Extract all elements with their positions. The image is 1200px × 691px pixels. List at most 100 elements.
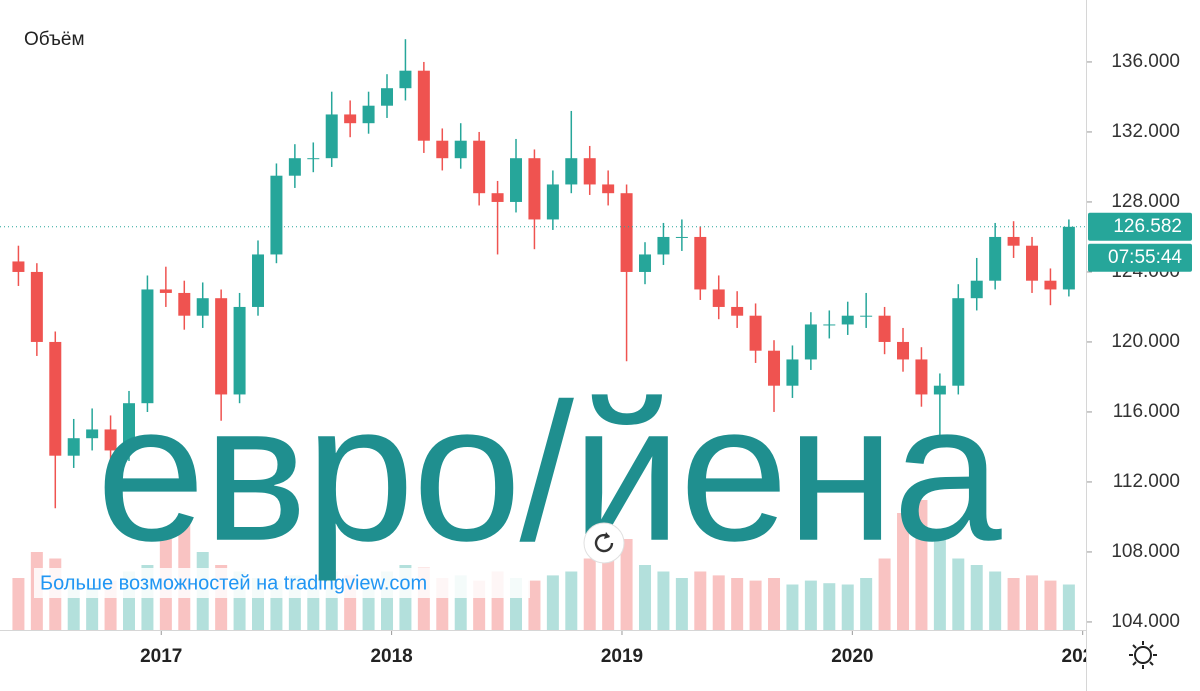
candle-body: [602, 184, 615, 194]
candle-body: [749, 315, 762, 351]
countdown-label: 07:55:44: [1108, 247, 1182, 268]
candle-body: [952, 298, 965, 386]
x-tick-label: 2019: [601, 646, 643, 667]
volume-bar: [841, 584, 854, 630]
volume-bar: [694, 571, 707, 630]
volume-bar: [860, 578, 873, 630]
candle-body: [233, 306, 246, 395]
candle-body: [86, 429, 99, 439]
x-tick-label: 2018: [370, 646, 412, 667]
candle-body: [639, 254, 652, 272]
volume-bar: [768, 578, 781, 630]
candle-body: [970, 280, 983, 299]
candle-body: [804, 324, 817, 360]
tradingview-link[interactable]: Больше возможностей на tradingview.com: [40, 572, 427, 594]
y-tick-label: 136.000: [1111, 51, 1180, 72]
volume-bar: [731, 578, 744, 630]
volume-bar: [897, 513, 910, 630]
y-tick-label: 104.000: [1111, 611, 1180, 632]
volume-bar: [786, 584, 799, 630]
volume-bar: [804, 580, 817, 630]
candle-body: [915, 359, 928, 395]
candle-body: [546, 184, 559, 220]
candle-body: [933, 385, 946, 395]
volume-bar: [639, 565, 652, 630]
volume-bar: [823, 583, 836, 630]
candle-body: [399, 70, 412, 89]
y-tick-label: 132.000: [1111, 121, 1180, 142]
volume-bar: [1062, 584, 1075, 630]
volume-bar: [712, 575, 725, 630]
candle-body: [344, 114, 357, 124]
candle-body: [123, 403, 136, 451]
y-tick-label: 128.000: [1111, 191, 1180, 212]
volume-bar: [657, 571, 670, 630]
candle-body: [159, 289, 172, 293]
candle-body: [215, 298, 228, 395]
candle-body: [528, 158, 541, 220]
reset-button[interactable]: [583, 522, 625, 564]
y-tick-label: 116.000: [1113, 401, 1180, 422]
candle-body: [897, 341, 910, 360]
candle-body: [675, 236, 688, 238]
candle-body: [325, 114, 338, 159]
candle-body: [1044, 280, 1057, 290]
x-tick-label: 2020: [831, 646, 873, 667]
candle-body: [1062, 226, 1075, 290]
volume-bar: [1007, 578, 1020, 630]
candle-body: [731, 306, 744, 316]
volume-bar: [749, 580, 762, 630]
y-tick-label: 112.000: [1113, 471, 1180, 492]
candle-body: [694, 236, 707, 290]
candle-body: [104, 429, 117, 451]
candle-body: [417, 70, 430, 141]
candle-body: [362, 105, 375, 124]
candle-body: [381, 88, 394, 106]
volume-bar: [989, 571, 1002, 630]
candle-body: [712, 289, 725, 307]
candle-body: [860, 315, 873, 317]
candle-body: [307, 158, 320, 160]
x-tick-label: 2017: [140, 646, 182, 667]
candle-body: [67, 438, 80, 456]
candle-body: [454, 140, 467, 159]
link-backdrop: [34, 568, 530, 598]
volume-bar: [1044, 580, 1057, 630]
candle-body: [823, 324, 836, 326]
candle-body: [989, 236, 1002, 281]
volume-bar: [583, 558, 596, 630]
candle-body: [583, 158, 596, 185]
candle-body: [288, 158, 301, 176]
candle-body: [270, 175, 283, 255]
volume-bar: [915, 500, 928, 630]
settings-icon[interactable]: [1129, 641, 1157, 669]
volume-bar: [1026, 575, 1039, 630]
volume-bar: [878, 558, 891, 630]
candle-body: [878, 315, 891, 342]
candle-body: [12, 261, 25, 272]
candle-body: [30, 271, 43, 342]
volume-bar: [546, 575, 559, 630]
candle-body: [510, 158, 523, 202]
candle-body: [473, 140, 486, 194]
candle-body: [786, 359, 799, 386]
volume-bar: [620, 539, 633, 630]
volume-bar: [602, 545, 615, 630]
countdown-badge: [1088, 243, 1192, 272]
last-price-label: 126.582: [1113, 216, 1182, 237]
candle-body: [491, 193, 504, 202]
y-tick-label: 108.000: [1111, 541, 1180, 562]
price-axis-panel: [1087, 0, 1200, 691]
candle-body: [196, 298, 209, 316]
candle-body: [620, 193, 633, 272]
volume-bar: [12, 578, 25, 630]
volume-label: Объём: [24, 29, 85, 50]
watermark: евро/йена: [96, 363, 1001, 582]
candle-body: [565, 158, 578, 185]
candle-body: [49, 341, 62, 456]
candle-body: [436, 140, 449, 159]
y-tick-label: 120.000: [1111, 331, 1180, 352]
candle-body: [178, 292, 191, 316]
last-price-badge: [1088, 212, 1192, 241]
